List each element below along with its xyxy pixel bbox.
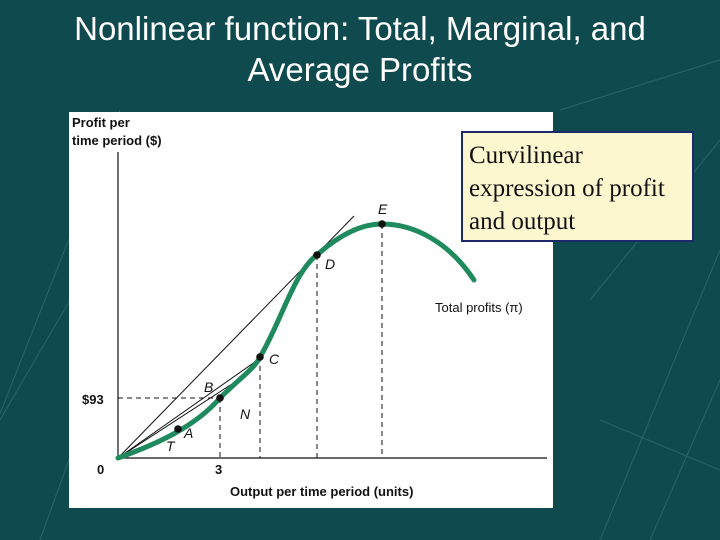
point-e <box>378 220 386 228</box>
slide-title: Nonlinear function: Total, Marginal, and… <box>0 8 720 90</box>
y-axis-label-line-1: Profit per <box>72 115 130 130</box>
label-b: B <box>204 379 213 395</box>
total-profits-curve <box>115 221 477 461</box>
label-d: D <box>325 256 335 272</box>
point-d <box>313 251 321 259</box>
series-label-total-profits: Total profits (π) <box>435 300 523 315</box>
point-b <box>216 394 224 402</box>
ray-to-c <box>117 356 263 459</box>
x-axis-label: Output per time period (units) <box>230 484 413 499</box>
label-a: A <box>183 425 193 441</box>
point-c <box>256 353 264 361</box>
title-line-2: Average Profits <box>247 51 473 88</box>
x-tick-3: 3 <box>215 462 222 477</box>
label-t: T <box>166 438 176 454</box>
label-n: N <box>240 406 251 422</box>
label-c: C <box>269 351 280 367</box>
ray-to-b <box>117 381 236 459</box>
callout-box: Curvilinear expression of profit and out… <box>461 131 694 242</box>
y-tick-93: $93 <box>82 392 104 407</box>
total-profit-chart: T A B N C D E Profit per time period ($)… <box>72 115 547 499</box>
origin-label: 0 <box>97 462 104 477</box>
label-e: E <box>378 201 388 217</box>
point-a <box>174 425 182 433</box>
title-line-1: Nonlinear function: Total, Marginal, and <box>74 10 646 47</box>
y-axis-label-line-2: time period ($) <box>72 133 162 148</box>
